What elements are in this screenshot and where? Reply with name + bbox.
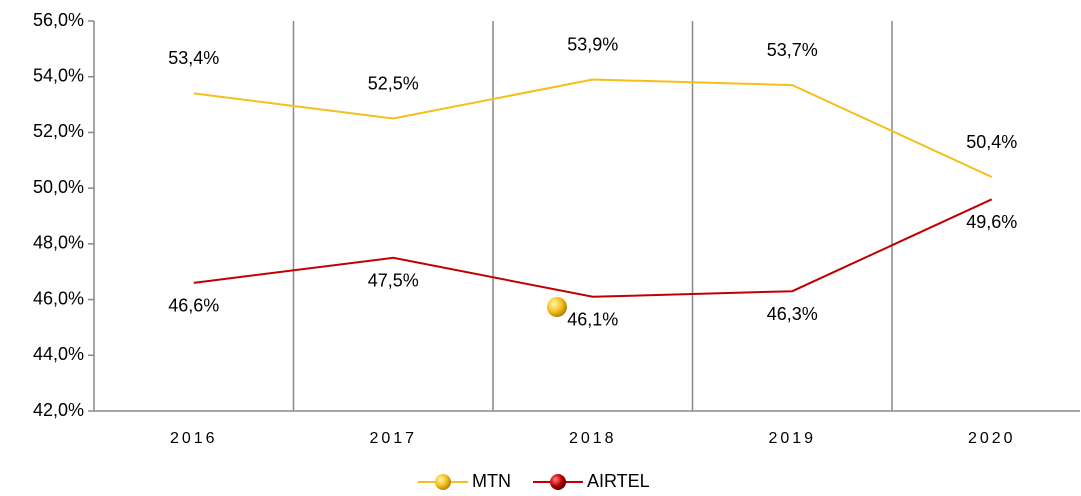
y-tick-label: 46,0% <box>33 288 84 308</box>
series-line <box>193 198 993 298</box>
y-tick-label: 44,0% <box>33 344 84 364</box>
x-tick-label: 2019 <box>768 430 816 447</box>
decoration-marker <box>547 297 567 317</box>
y-tick-label: 50,0% <box>33 177 84 197</box>
legend-label: AIRTEL <box>587 471 650 491</box>
data-label: 50,4% <box>966 132 1017 152</box>
legend-label: MTN <box>472 471 511 491</box>
data-label: 53,4% <box>168 48 219 68</box>
x-tick-label: 2018 <box>569 430 617 447</box>
data-label: 46,3% <box>767 304 818 324</box>
x-tick-label: 2016 <box>170 430 218 447</box>
data-label: 49,6% <box>966 212 1017 232</box>
data-label: 47,5% <box>368 271 419 291</box>
data-label: 52,5% <box>368 73 419 93</box>
data-label: 46,6% <box>168 296 219 316</box>
data-label: 53,7% <box>767 40 818 60</box>
legend-marker <box>550 474 566 490</box>
y-tick-label: 52,0% <box>33 121 84 141</box>
y-tick-label: 56,0% <box>33 10 84 30</box>
data-label: 53,9% <box>567 34 618 54</box>
y-tick-label: 54,0% <box>33 65 84 85</box>
x-tick-label: 2017 <box>369 430 417 447</box>
legend-marker <box>435 474 451 490</box>
y-tick-label: 42,0% <box>33 400 84 420</box>
series-line <box>193 78 993 178</box>
x-tick-label: 2020 <box>968 430 1016 447</box>
data-label: 46,1% <box>567 310 618 330</box>
y-tick-label: 48,0% <box>33 233 84 253</box>
